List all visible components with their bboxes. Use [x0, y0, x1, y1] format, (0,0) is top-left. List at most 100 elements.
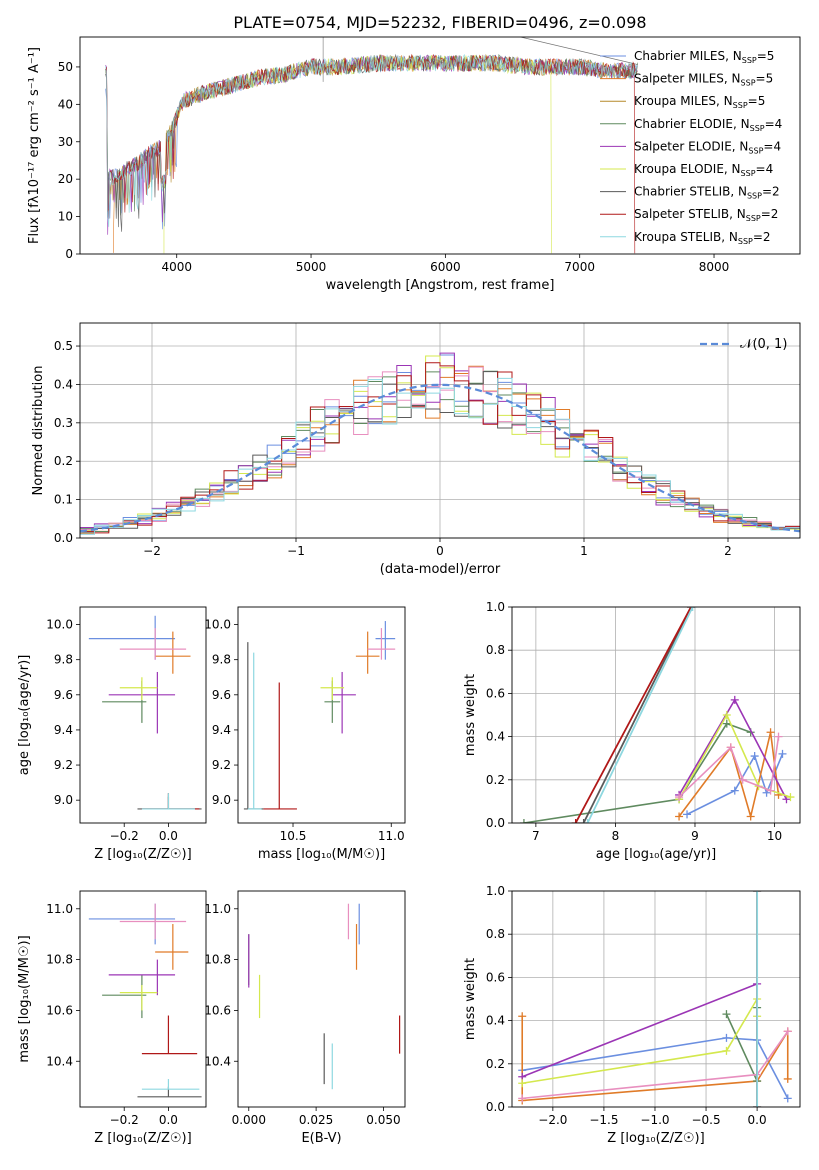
x-tick-label: −1.0 — [640, 1113, 669, 1127]
legend-label: Chabrier ELODIE, NSSP=4 — [634, 117, 782, 133]
weight-line — [586, 607, 694, 823]
y-axis-label: age [log₁₀(age/yr)] — [17, 655, 32, 776]
weight-marker — [683, 810, 692, 819]
panel-mass_vs_Z: −0.2 0.0 10.4 10.6 10.8 11.0 Z [log₁₀(Z/Z☉)] ma… — [17, 890, 207, 1146]
panel-residuals: −2 −1 0 1 2 0.0 0.1 0.2 0.3 0.4 0.5 (data-model)/er… — [31, 322, 801, 577]
y-tick-label: 40 — [58, 97, 73, 111]
x-axis-label: (data-model)/error — [380, 562, 501, 577]
x-tick-label: −0.2 — [110, 829, 139, 843]
x-tick-label: 6000 — [430, 260, 461, 274]
panel-weight_vs_age: 7 8 9 10 0.0 0.2 0.4 0.6 0.8 1.0 age [log₁₀(age/yr… — [463, 600, 801, 862]
x-tick-label: 0.050 — [366, 1113, 400, 1127]
y-tick-label: 0.6 — [486, 970, 505, 984]
axes-frame — [79, 36, 801, 255]
plot-area — [519, 607, 795, 823]
y-tick-label: 0.0 — [54, 531, 73, 545]
y-tick-label: 30 — [58, 135, 73, 149]
panel-spectrum: 4000 5000 6000 7000 8000 0 10 20 30 40 50 wavelengt… — [27, 36, 801, 293]
panel-weight_vs_Z: −2.0 −1.5 −1.0 −0.5 0.0 0.0 0.2 0.4 0.6 0.8 1.0 Z [… — [463, 884, 801, 1146]
x-tick-label: −0.2 — [110, 1113, 139, 1127]
spectrum-line — [105, 37, 638, 232]
plot-area — [88, 903, 202, 1098]
x-tick-label: −2 — [143, 544, 161, 558]
x-tick-label: 10.5 — [280, 829, 307, 843]
legend-label: Chabrier STELIB, NSSP=2 — [634, 185, 780, 201]
spectrum-line — [105, 53, 636, 254]
weight-marker — [518, 1012, 527, 1021]
weight-line — [574, 607, 692, 823]
x-tick-label: 7 — [532, 829, 540, 843]
figure-title: PLATE=0754, MJD=52232, FIBERID=0496, z=0… — [233, 13, 646, 32]
weight-marker — [518, 1094, 527, 1103]
panel-age_vs_mass: 10.5 11.0 9.0 9.2 9.4 9.6 9.8 10.0 mass [log₁₀(M… — [204, 606, 406, 862]
weight-marker — [753, 1103, 762, 1107]
y-tick-label: 10.6 — [204, 1003, 231, 1017]
axes-frame — [79, 322, 801, 539]
y-tick-label: 9.8 — [54, 653, 73, 667]
x-tick-label: 0.000 — [232, 1113, 266, 1127]
weight-marker — [579, 819, 588, 823]
legend-label: Kroupa ELODIE, NSSP=4 — [634, 162, 773, 178]
x-tick-label: 0.0 — [159, 829, 178, 843]
y-tick-label: 0.2 — [486, 1057, 505, 1071]
x-tick-label: 2 — [724, 544, 732, 558]
panel-age_vs_Z: −0.2 0.0 9.0 9.2 9.4 9.6 9.8 10.0 Z [log₁₀(Z/Z☉)… — [17, 606, 207, 862]
x-tick-label: 8000 — [699, 260, 730, 274]
y-tick-label: 9.4 — [212, 723, 231, 737]
x-tick-label: −0.5 — [691, 1113, 720, 1127]
legend-label: Salpeter ELODIE, NSSP=4 — [634, 139, 781, 155]
normal-curve — [80, 383, 800, 533]
weight-line — [678, 713, 791, 800]
x-axis-label: wavelength [Angstrom, rest frame] — [326, 278, 555, 293]
y-tick-label: 0.0 — [486, 1100, 505, 1114]
plot-area — [518, 891, 792, 1107]
x-axis-label: Z [log₁₀(Z/Z☉)] — [94, 847, 191, 862]
y-axis-label: mass weight — [463, 674, 478, 756]
x-tick-label: −2.0 — [538, 1113, 567, 1127]
legend-label: Kroupa STELIB, NSSP=2 — [634, 230, 771, 246]
x-axis-label: age [log₁₀(age/yr)] — [596, 847, 717, 862]
weight-marker — [726, 743, 735, 752]
axes-frame — [237, 606, 406, 824]
y-tick-label: 10.0 — [204, 618, 231, 632]
y-tick-label: 0.4 — [54, 377, 73, 391]
y-tick-label: 0.0 — [486, 816, 505, 830]
y-tick-label: 0.6 — [486, 686, 505, 700]
spectrum-line — [105, 54, 638, 235]
y-tick-label: 0 — [65, 247, 73, 261]
y-tick-label: 9.2 — [212, 758, 231, 772]
y-tick-label: 0.2 — [54, 454, 73, 468]
y-tick-label: 11.0 — [204, 902, 231, 916]
legend-label: 𝒩(0, 1) — [740, 337, 787, 352]
x-tick-label: 0.025 — [299, 1113, 333, 1127]
weight-marker — [675, 812, 684, 821]
weight-marker — [774, 732, 783, 741]
legend-label: Salpeter MILES, NSSP=5 — [634, 72, 773, 88]
plot-area — [88, 615, 202, 810]
axes-frame — [511, 606, 801, 824]
y-axis-label: Normed distribution — [31, 366, 46, 496]
y-tick-label: 9.2 — [54, 758, 73, 772]
y-tick-label: 0.5 — [54, 339, 73, 353]
spectrum-line — [105, 53, 638, 227]
x-tick-label: 10 — [767, 829, 782, 843]
weight-marker — [688, 607, 697, 611]
x-tick-label: 1 — [580, 544, 588, 558]
weight-marker — [753, 891, 762, 895]
y-tick-label: 50 — [58, 60, 73, 74]
y-tick-label: 0.3 — [54, 416, 73, 430]
y-tick-label: 1.0 — [486, 884, 505, 898]
y-axis-label: mass weight — [463, 958, 478, 1040]
y-tick-label: 1.0 — [486, 600, 505, 614]
weight-marker — [746, 812, 755, 821]
x-tick-label: −1 — [287, 544, 305, 558]
weight-marker — [675, 793, 684, 802]
axes-frame — [237, 890, 406, 1108]
x-axis-label: Z [log₁₀(Z/Z☉)] — [94, 1131, 191, 1146]
weight-marker — [750, 752, 759, 761]
weight-marker — [786, 793, 795, 802]
y-tick-label: 10.6 — [46, 1003, 73, 1017]
weight-marker — [766, 786, 775, 795]
weight-marker — [783, 1027, 792, 1036]
x-axis-label: mass [log₁₀(M/M☉)] — [258, 847, 385, 862]
